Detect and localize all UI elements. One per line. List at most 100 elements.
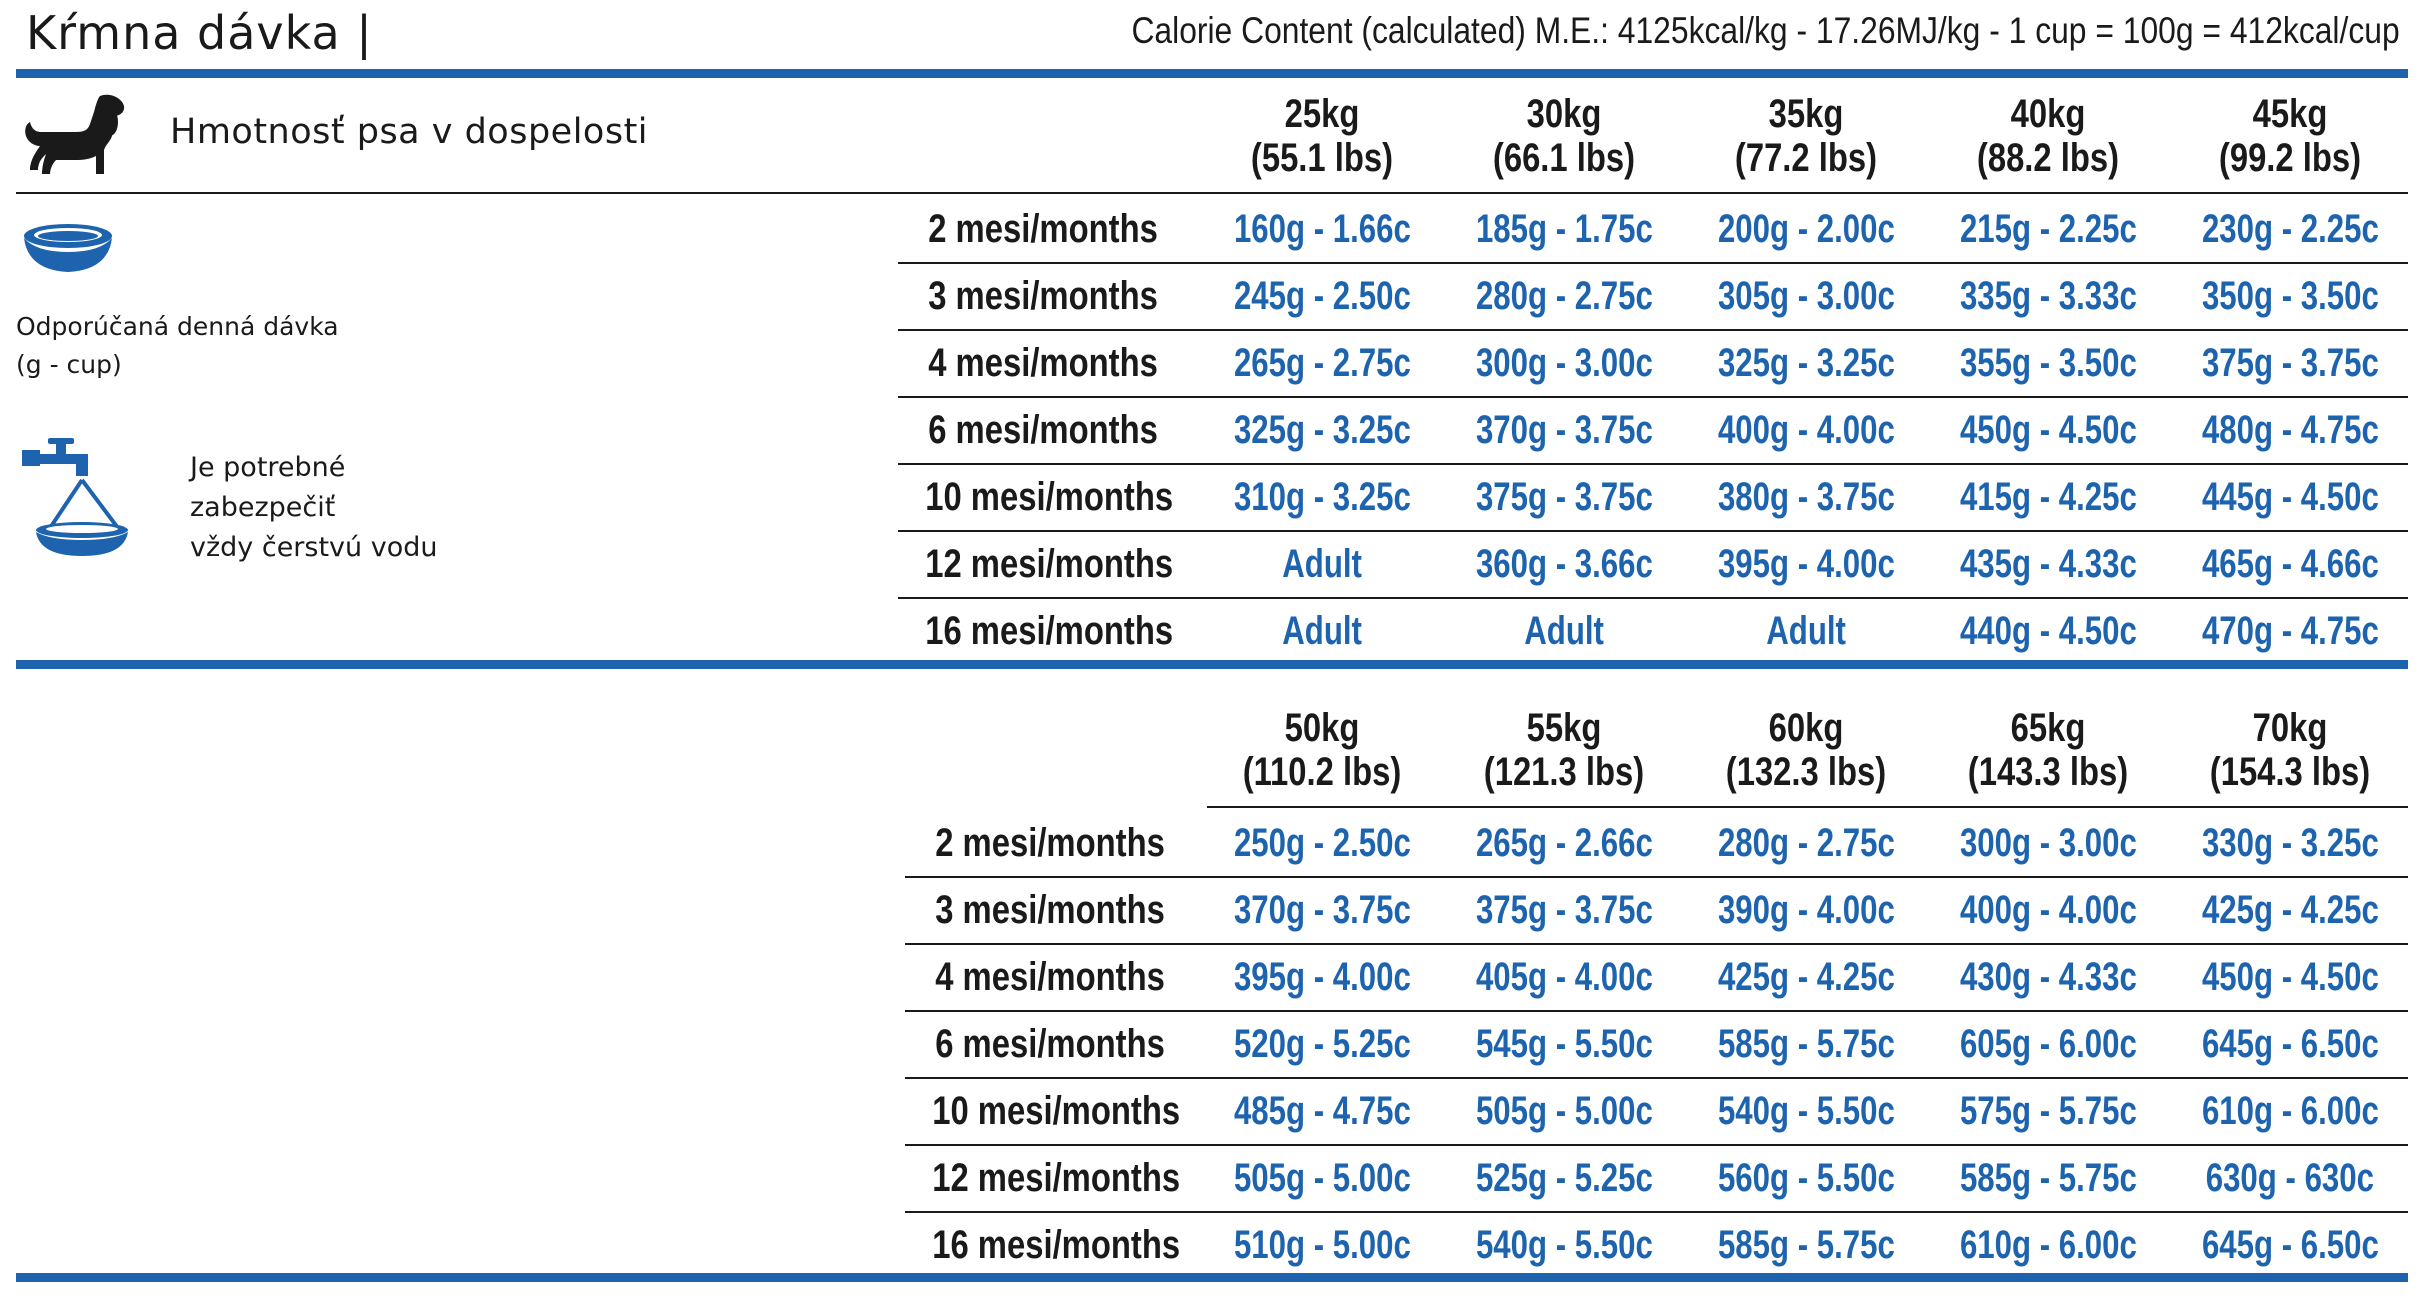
row-age-label: 2 mesi/months — [905, 810, 1195, 877]
table-cell: 575g - 5.75c — [1928, 1078, 2168, 1145]
column-header: 50kg (110.2 lbs) — [1202, 706, 1442, 794]
dose-value: 585g - 5.75c — [1717, 1022, 1895, 1066]
row-divider — [898, 329, 2408, 331]
column-header: 55kg (121.3 lbs) — [1444, 706, 1684, 794]
row-age-label: 4 mesi/months — [905, 944, 1195, 1011]
dose-value: Adult — [1282, 609, 1362, 653]
table-cell: 425g - 4.25c — [2170, 877, 2410, 944]
dose-value: 610g - 6.00c — [2201, 1089, 2379, 1133]
table-cell: 265g - 2.75c — [1202, 330, 1442, 397]
table-cell: 230g - 2.25c — [2170, 196, 2410, 263]
table-cell: 325g - 3.25c — [1202, 397, 1442, 464]
row-age-text: 16 mesi/months — [925, 609, 1174, 653]
calorie-content: Calorie Content (calculated) M.E.: 4125k… — [1131, 10, 2400, 51]
table-cell: 395g - 4.00c — [1686, 531, 1926, 598]
column-weight-kg: 35kg — [1768, 92, 1844, 136]
dose-value: 265g - 2.66c — [1475, 821, 1653, 865]
table-cell: 245g - 2.50c — [1202, 263, 1442, 330]
dose-value: 510g - 5.00c — [1233, 1223, 1411, 1267]
dose-value: 585g - 5.75c — [1717, 1223, 1895, 1267]
table-cell: 465g - 4.66c — [2170, 531, 2410, 598]
column-weight-kg: 60kg — [1768, 706, 1844, 750]
table-cell: 645g - 6.50c — [2170, 1212, 2410, 1279]
column-weight-kg: 30kg — [1526, 92, 1602, 136]
dose-value: Adult — [1282, 542, 1362, 586]
dose-value: 645g - 6.50c — [2201, 1223, 2379, 1267]
dose-value: 430g - 4.33c — [1959, 955, 2137, 999]
column-weight-kg: 25kg — [1284, 92, 1360, 136]
table-cell: 280g - 2.75c — [1444, 263, 1684, 330]
column-weight-lbs: (121.3 lbs) — [1483, 750, 1645, 794]
table-cell: 470g - 4.75c — [2170, 598, 2410, 665]
table-cell: 400g - 4.00c — [1928, 877, 2168, 944]
dose-value: 480g - 4.75c — [2201, 408, 2379, 452]
table-cell: 505g - 5.00c — [1444, 1078, 1684, 1145]
dose-value: 605g - 6.00c — [1959, 1022, 2137, 1066]
dose-value: 265g - 2.75c — [1233, 341, 1411, 385]
column-header: 35kg (77.2 lbs) — [1686, 92, 1926, 180]
dose-value: 160g - 1.66c — [1233, 207, 1411, 251]
row-age-text: 4 mesi/months — [928, 341, 1158, 385]
dose-value: 305g - 3.00c — [1717, 274, 1895, 318]
column-header: 65kg (143.3 lbs) — [1928, 706, 2168, 794]
daily-dose-label-line1: Odporúčaná denná dávka — [16, 312, 339, 341]
table-cell: 360g - 3.66c — [1444, 531, 1684, 598]
row-divider — [905, 943, 2408, 945]
row-age-label: 10 mesi/months — [905, 1078, 1195, 1145]
table-cell: 440g - 4.50c — [1928, 598, 2168, 665]
table-cell: 645g - 6.50c — [2170, 1011, 2410, 1078]
dose-value: 465g - 4.66c — [2201, 542, 2379, 586]
table-cell: 525g - 5.25c — [1444, 1145, 1684, 1212]
table-cell: 415g - 4.25c — [1928, 464, 2168, 531]
row-divider — [905, 1144, 2408, 1146]
row-divider — [905, 1010, 2408, 1012]
table-cell: Adult — [1202, 531, 1442, 598]
table-cell: 485g - 4.75c — [1202, 1078, 1442, 1145]
fresh-water-note-line1: Je potrebné — [190, 452, 346, 483]
fresh-water-note: Je potrebné zabezpečiť vždy čerstvú vodu — [190, 448, 437, 568]
dose-value: 310g - 3.25c — [1233, 475, 1411, 519]
dose-value: 300g - 3.00c — [1475, 341, 1653, 385]
table-cell: 335g - 3.33c — [1928, 263, 2168, 330]
row-divider — [905, 876, 2408, 878]
table-bottom-rule — [16, 1273, 2408, 1282]
dose-value: 575g - 5.75c — [1959, 1089, 2137, 1133]
table-cell: 305g - 3.00c — [1686, 263, 1926, 330]
table-cell: 610g - 6.00c — [2170, 1078, 2410, 1145]
table-cell: 200g - 2.00c — [1686, 196, 1926, 263]
column-weight-lbs: (110.2 lbs) — [1242, 750, 1402, 794]
table-cell: 610g - 6.00c — [1928, 1212, 2168, 1279]
dose-value: 300g - 3.00c — [1959, 821, 2137, 865]
table-cell: 630g - 630c — [2170, 1145, 2410, 1212]
dose-value: 380g - 3.75c — [1717, 475, 1895, 519]
dose-value: 390g - 4.00c — [1717, 888, 1895, 932]
dose-value: 355g - 3.50c — [1959, 341, 2137, 385]
table-cell: 325g - 3.25c — [1686, 330, 1926, 397]
page-title: Kŕmna dávka | — [26, 6, 373, 60]
dose-value: 400g - 4.00c — [1717, 408, 1895, 452]
dose-value: 360g - 3.66c — [1475, 542, 1653, 586]
food-bowl-icon — [24, 224, 112, 272]
row-age-text: 6 mesi/months — [928, 408, 1158, 452]
row-age-text: 6 mesi/months — [935, 1022, 1165, 1066]
row-age-label: 12 mesi/months — [898, 531, 1188, 598]
dose-value: 545g - 5.50c — [1475, 1022, 1653, 1066]
row-age-label: 16 mesi/months — [898, 598, 1188, 665]
row-age-text: 2 mesi/months — [935, 821, 1165, 865]
dose-value: 425g - 4.25c — [1717, 955, 1895, 999]
table-cell: 185g - 1.75c — [1444, 196, 1684, 263]
row-age-label: 4 mesi/months — [898, 330, 1188, 397]
table-cell: 545g - 5.50c — [1444, 1011, 1684, 1078]
row-age-label: 3 mesi/months — [898, 263, 1188, 330]
dose-value: Adult — [1766, 609, 1846, 653]
dose-value: 485g - 4.75c — [1233, 1089, 1411, 1133]
table-cell: 405g - 4.00c — [1444, 944, 1684, 1011]
row-divider — [898, 597, 2408, 599]
column-weight-lbs: (154.3 lbs) — [2209, 750, 2371, 794]
dose-value: 325g - 3.25c — [1717, 341, 1895, 385]
table-cell: 280g - 2.75c — [1686, 810, 1926, 877]
column-weight-lbs: (55.1 lbs) — [1250, 136, 1394, 180]
header-underline — [1207, 806, 2408, 808]
dose-value: 335g - 3.33c — [1959, 274, 2137, 318]
fresh-water-note-line2: zabezpečiť — [190, 492, 336, 523]
